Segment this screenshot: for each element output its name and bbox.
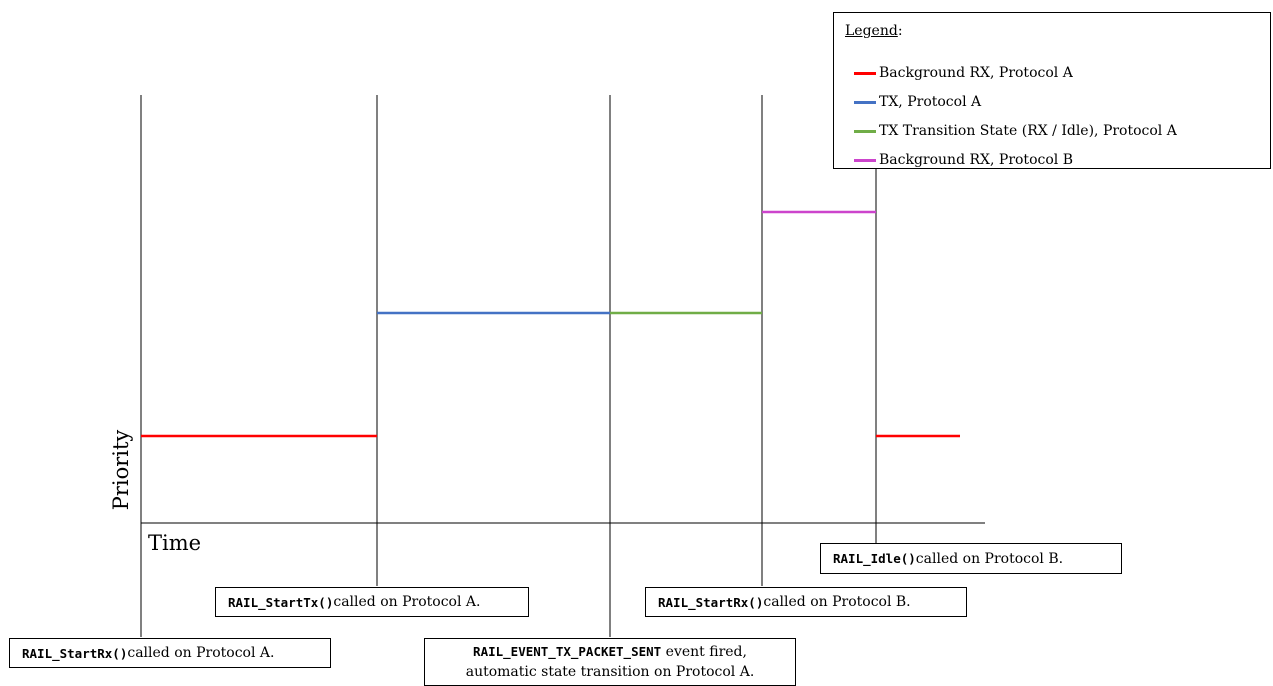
event-text: called on Protocol A. xyxy=(333,594,481,610)
event-text-line2: automatic state transition on Protocol A… xyxy=(465,664,755,680)
legend-title: Legend: xyxy=(845,23,903,39)
event-text: called on Protocol A. xyxy=(127,645,275,661)
legend-swatch-green xyxy=(854,129,876,133)
x-axis-label: Time xyxy=(148,531,202,555)
legend-item-tx-a: TX, Protocol A xyxy=(854,92,981,112)
event-code: RAIL_EVENT_TX_PACKET_SENT xyxy=(473,644,662,659)
legend-label: Background RX, Protocol A xyxy=(879,65,1073,81)
legend-label: Background RX, Protocol B xyxy=(879,152,1073,168)
legend: Legend: Background RX, Protocol A TX, Pr… xyxy=(833,12,1271,169)
event-box-startrx-b: RAIL_StartRx() called on Protocol B. xyxy=(645,587,967,617)
legend-label: TX Transition State (RX / Idle), Protoco… xyxy=(879,123,1177,139)
legend-item-background-rx-b: Background RX, Protocol B xyxy=(854,150,1073,170)
legend-swatch-blue xyxy=(854,100,876,104)
event-box-tx-packet-sent: RAIL_EVENT_TX_PACKET_SENT event fired, a… xyxy=(424,638,796,686)
legend-swatch-red xyxy=(854,71,876,75)
legend-item-background-rx-a: Background RX, Protocol A xyxy=(854,63,1073,83)
event-code: RAIL_StartTx() xyxy=(228,594,334,610)
event-code: RAIL_StartRx() xyxy=(22,645,128,661)
event-text: event fired, xyxy=(661,644,747,660)
event-text: called on Protocol B. xyxy=(763,594,911,610)
event-box-startrx-a: RAIL_StartRx() called on Protocol A. xyxy=(9,638,331,668)
y-axis-label: Priority xyxy=(109,429,133,511)
event-code: RAIL_Idle() xyxy=(833,551,916,566)
legend-swatch-magenta xyxy=(854,158,876,162)
event-code: RAIL_StartRx() xyxy=(658,594,764,610)
event-box-idle-b: RAIL_Idle() called on Protocol B. xyxy=(820,543,1122,574)
legend-item-tx-transition-a: TX Transition State (RX / Idle), Protoco… xyxy=(854,121,1177,141)
legend-label: TX, Protocol A xyxy=(879,94,982,110)
event-text: called on Protocol B. xyxy=(915,550,1064,567)
event-box-starttx-a: RAIL_StartTx() called on Protocol A. xyxy=(215,587,529,617)
